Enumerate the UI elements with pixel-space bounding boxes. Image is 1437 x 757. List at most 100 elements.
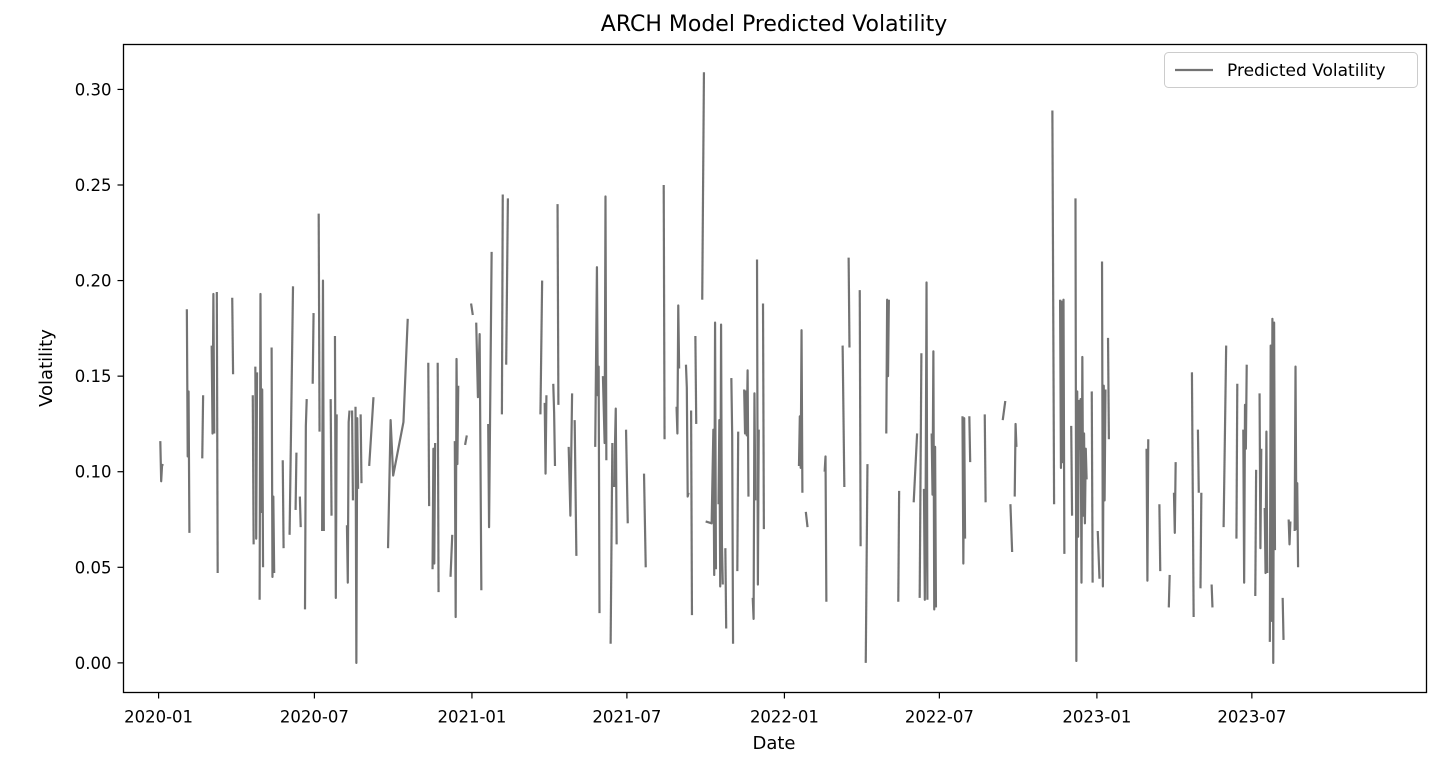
y-tick-label: 0.00 (75, 654, 112, 673)
series-line-segment (1145, 439, 1150, 582)
series-line-segment (823, 455, 828, 602)
series-line-segment (215, 292, 219, 574)
series-line-segment (288, 286, 295, 535)
y-tick-label: 0.25 (75, 176, 112, 195)
series-line-segment (505, 198, 509, 365)
series-line-segment (539, 280, 544, 415)
x-tick-label: 2022-07 (905, 708, 974, 727)
series-line-segment (311, 313, 315, 384)
series-line-segment (642, 473, 647, 568)
series-line-segment (694, 335, 698, 424)
series-line-segment (258, 292, 265, 600)
series-line-segment (254, 366, 259, 540)
series-line-segment (303, 399, 308, 610)
x-tick-label: 2020-01 (124, 708, 193, 727)
x-axis-label: Date (752, 733, 795, 754)
series-line-segment (1287, 519, 1292, 546)
series-line-segment (1210, 584, 1214, 608)
series-line-segment (675, 304, 681, 435)
series-line-segment (1268, 317, 1277, 664)
series-line-segment (858, 290, 862, 547)
series-line-segment (1090, 391, 1094, 583)
legend-box (1164, 52, 1418, 88)
series-line-segment (612, 407, 618, 545)
series-line-segment (841, 345, 846, 488)
plot-frame (122, 43, 1428, 694)
y-tick-label: 0.30 (75, 80, 112, 99)
series-line-segment (321, 279, 325, 531)
series-line-segment (1100, 261, 1107, 588)
series-line-segment (1158, 504, 1162, 572)
series-line-segment (1001, 400, 1007, 421)
series-line-segment (201, 395, 205, 459)
series-line-segment (1196, 429, 1200, 493)
series-line-segment (350, 410, 355, 501)
series-line-segment (1096, 530, 1101, 579)
legend: Predicted Volatility (1164, 52, 1418, 88)
series-line-segment (475, 322, 483, 591)
series-line-segment (552, 383, 557, 467)
y-tick-label: 0.15 (75, 367, 112, 386)
series-line-segment (930, 350, 938, 611)
series-line-segment (662, 184, 666, 440)
series-line-segment (298, 496, 302, 528)
x-tick-label: 2021-07 (592, 708, 661, 727)
series-line-segment (897, 490, 901, 602)
series-line-segment (359, 414, 363, 484)
series-line-segment (368, 397, 375, 467)
series-line-segment (567, 393, 574, 517)
series-lines (159, 72, 1300, 664)
series-line-segment (1058, 298, 1066, 554)
series-line-segment (724, 548, 728, 629)
series-line-segment (804, 511, 809, 528)
series-line-segment (609, 443, 614, 644)
series-line-segment (251, 395, 255, 545)
series-line-segment (736, 431, 740, 572)
series-line-segment (453, 357, 460, 619)
series-line-segment (1263, 430, 1269, 575)
chart-title: ARCH Model Predicted Volatility (601, 12, 947, 37)
series-line-segment (730, 378, 735, 644)
series-line-segment (487, 251, 493, 529)
x-tick-label: 2022-01 (750, 708, 819, 727)
series-line-segment (761, 303, 765, 530)
series-line-segment (1199, 492, 1203, 589)
series-line-segment (1106, 337, 1110, 440)
series-line-segment (464, 435, 468, 446)
series-line-segment (847, 257, 851, 348)
series-line-segment (1167, 574, 1171, 608)
x-tick-label: 2023-07 (1217, 708, 1286, 727)
series-line-segment (449, 534, 454, 577)
y-tick-label: 0.05 (75, 558, 112, 577)
series-line-segment (1258, 393, 1263, 550)
series-line-segment (270, 347, 276, 578)
series-line-segment (317, 213, 321, 432)
series-line-segment (885, 298, 890, 434)
x-tick-label: 2021-01 (437, 708, 506, 727)
series-line-segment (594, 266, 601, 614)
y-axis-label: Volatility (36, 329, 57, 407)
series-line-segment (1222, 345, 1228, 528)
series-line-segment (1074, 198, 1088, 663)
series-line-segment (281, 460, 285, 549)
x-axis-ticks: 2020-01 2020-07 2021-01 2021-07 2022-01 2022-… (124, 692, 1286, 727)
series-line-segment (427, 362, 431, 507)
series-line-segment (705, 321, 718, 577)
series-line-segment (1254, 469, 1258, 596)
y-tick-label: 0.20 (75, 272, 112, 291)
series-line-segment (159, 441, 164, 483)
series-line-segment (755, 259, 760, 586)
series-line-segment (469, 303, 474, 316)
series-line-segment (743, 369, 750, 497)
series-line-segment (1013, 422, 1018, 497)
series-line-segment (1070, 425, 1074, 516)
series-line-segment (1051, 110, 1056, 505)
x-tick-label: 2020-07 (280, 708, 349, 727)
series-line-segment (294, 452, 298, 510)
series-line-segment (717, 323, 724, 588)
series-line-segment (345, 410, 351, 584)
series-line-segment (431, 443, 437, 570)
series-line-segment (751, 392, 757, 621)
